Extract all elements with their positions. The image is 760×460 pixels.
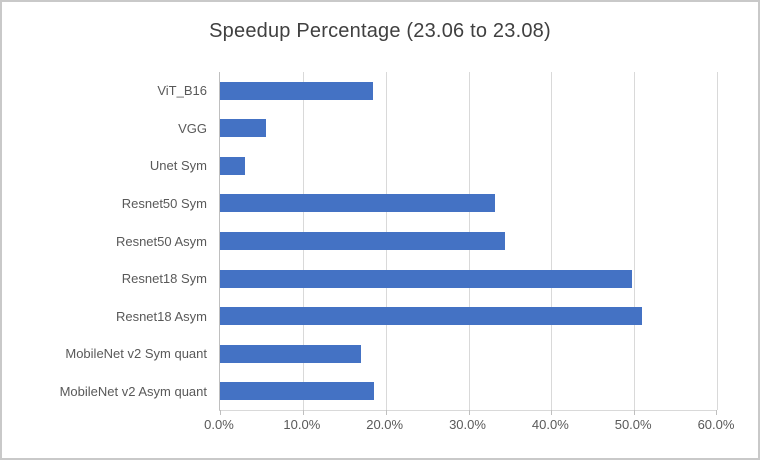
gridline — [551, 72, 553, 410]
category-label: Resnet18 Asym — [115, 308, 207, 324]
axis-tick — [385, 410, 387, 415]
axis-tick — [634, 410, 636, 415]
plot-area — [219, 72, 718, 415]
category-label: Resnet50 Sym — [121, 195, 207, 211]
axis-tick — [302, 410, 304, 415]
bar-resnet18-sym — [220, 269, 632, 288]
category-label: MobileNet v2 Sym quant — [65, 346, 207, 362]
category-label: ViT_B16 — [157, 83, 207, 99]
category-label: Unet Sym — [149, 158, 207, 174]
gridline — [634, 72, 636, 410]
category-label: Resnet18 Sym — [121, 271, 207, 287]
bar-vit-b16 — [220, 81, 374, 100]
category-label: Resnet50 Asym — [115, 233, 207, 249]
value-axis-labels: 0.0% 10.0% 20.0% 30.0% 40.0% 50.0% 60.0% — [204, 417, 734, 437]
x-axis-tick-label: 40.0% — [531, 417, 569, 432]
x-axis-tick-label: 10.0% — [283, 417, 321, 432]
bar-vgg — [220, 119, 266, 138]
bar-unet-sym — [220, 156, 245, 175]
x-axis-tick-label: 0.0% — [204, 417, 234, 432]
bar-mobilenet-v2-asym-quant — [220, 382, 375, 401]
bar-mobilenet-v2-sym-quant — [220, 344, 361, 363]
category-axis-labels: ViT_B16 VGG Unet Sym Resnet50 Sym Resnet50 A… — [2, 72, 207, 410]
gridline — [717, 72, 718, 410]
category-label: MobileNet v2 Asym quant — [59, 383, 207, 399]
bar-resnet18-asym — [220, 307, 642, 326]
category-label: VGG — [178, 120, 207, 136]
bar-resnet50-asym — [220, 232, 505, 250]
axis-tick — [468, 410, 470, 415]
bar-resnet50-sym — [220, 194, 495, 213]
x-axis-tick-label: 30.0% — [449, 417, 486, 432]
x-axis-tick-label: 20.0% — [366, 417, 404, 432]
x-axis-tick-label: 60.0% — [697, 417, 735, 432]
chart-title: Speedup Percentage (23.06 to 23.08) — [209, 20, 551, 42]
x-axis-tick-label: 50.0% — [614, 417, 652, 432]
axis-tick — [716, 410, 717, 415]
axis-tick — [551, 410, 553, 415]
axis-tick — [220, 410, 221, 415]
